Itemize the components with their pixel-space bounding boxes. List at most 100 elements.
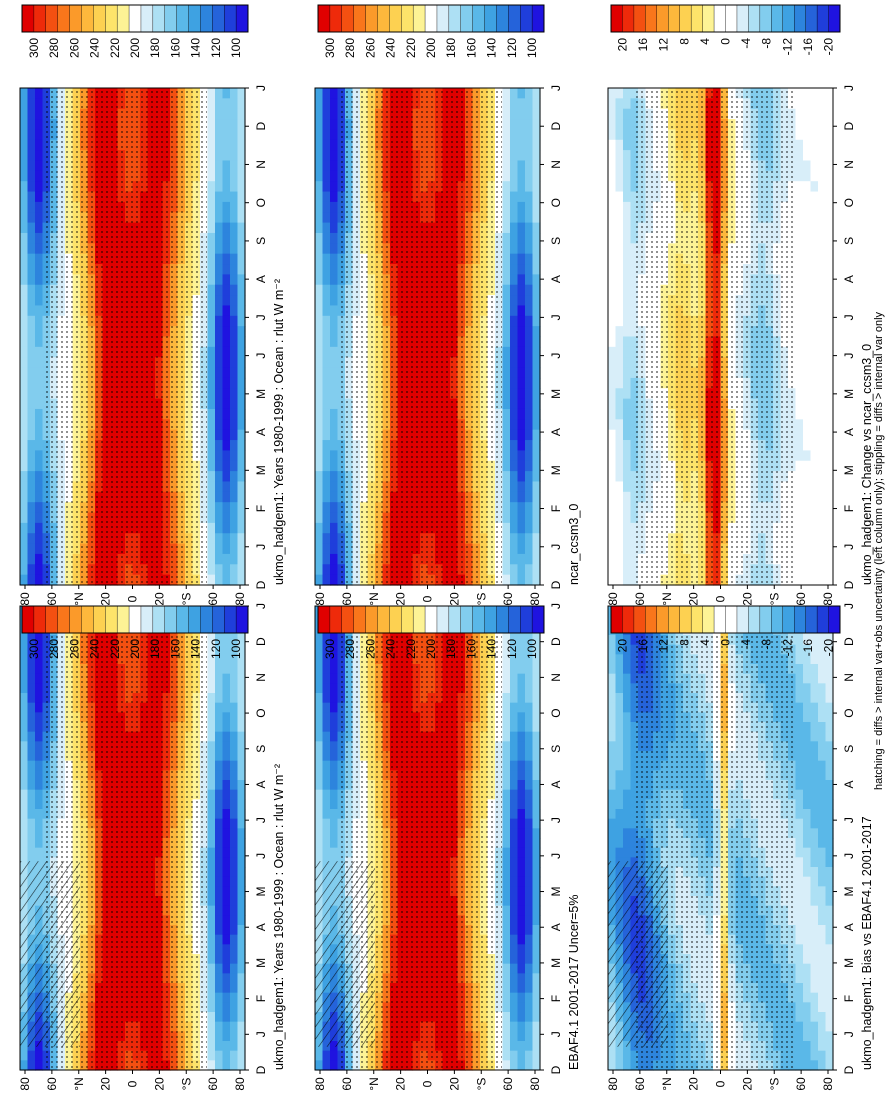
- heatmap-cell: [35, 108, 44, 120]
- heatmap-cell: [230, 770, 239, 781]
- heatmap-cell: [237, 760, 246, 771]
- heatmap-cell: [230, 564, 239, 576]
- heatmap-cell: [27, 838, 36, 849]
- x-tick-label: D: [254, 122, 268, 131]
- heatmap-cell: [222, 896, 231, 907]
- heatmap-cell: [532, 664, 541, 675]
- heatmap-cell: [517, 973, 526, 984]
- heatmap-cell: [510, 1002, 519, 1013]
- heatmap-cell: [532, 644, 541, 655]
- x-tick-label: M: [549, 887, 563, 897]
- heatmap-cell: [525, 1060, 534, 1071]
- heatmap-cell: [517, 963, 526, 974]
- heatmap-cell: [215, 440, 224, 451]
- heatmap-cell: [27, 1060, 36, 1071]
- heatmap-cell: [502, 1021, 511, 1032]
- heatmap-cell: [230, 543, 239, 555]
- heatmap-cell: [532, 770, 541, 781]
- heatmap-cell: [502, 925, 511, 936]
- heatmap-cell: [502, 760, 511, 771]
- heatmap-cell: [27, 357, 36, 369]
- heatmap-cell: [322, 181, 331, 193]
- heatmap-cell: [207, 502, 216, 514]
- heatmap-cell: [532, 1021, 541, 1032]
- heatmap-cell: [35, 838, 44, 849]
- heatmap-cell: [510, 876, 519, 887]
- heatmap-cell: [510, 809, 519, 820]
- colorbar-label: 160: [464, 639, 478, 659]
- y-tick-label: 80: [313, 1077, 327, 1091]
- colorbar-swatch: [341, 605, 355, 634]
- heatmap-cell: [222, 731, 231, 742]
- heatmap-cell: [237, 915, 246, 926]
- panel-title: ukmo_hadgem1: Years 1980-1999 : Ocean : …: [272, 764, 286, 1070]
- heatmap-cell: [525, 780, 534, 791]
- colorbar-swatch: [152, 4, 166, 33]
- colorbar-frame: [21, 605, 249, 634]
- heatmap-cell: [237, 973, 246, 984]
- heatmap-cell: [27, 712, 36, 723]
- heatmap-cell: [330, 1050, 339, 1061]
- heatmap-cell: [315, 150, 324, 162]
- heatmap-cell: [322, 574, 331, 586]
- x-tick-label: D: [549, 1065, 563, 1074]
- heatmap-cell: [237, 150, 246, 162]
- heatmap-cell: [207, 867, 216, 878]
- x-tick-label: O: [254, 198, 268, 207]
- heatmap-cell: [510, 1041, 519, 1052]
- x-tick-label: J: [254, 544, 268, 550]
- heatmap-cell: [315, 108, 324, 120]
- heatmap-cell: [330, 119, 339, 131]
- heatmap-cell: [502, 886, 511, 897]
- heatmap-cell: [230, 1050, 239, 1061]
- heatmap-cell: [222, 543, 231, 555]
- heatmap-cell: [222, 408, 231, 420]
- heatmap-cell: [222, 1031, 231, 1042]
- heatmap-cell: [230, 315, 239, 327]
- heatmap-cell: [510, 983, 519, 994]
- colorbar-swatch: [212, 605, 225, 634]
- heatmap-cell: [207, 886, 216, 897]
- heatmap-cell: [502, 673, 511, 684]
- y-tick-label: 20: [394, 1077, 408, 1091]
- heatmap-cell: [207, 212, 216, 224]
- heatmap-cell: [222, 336, 231, 348]
- heatmap-cell: [207, 533, 216, 545]
- heatmap-cell: [20, 419, 29, 431]
- heatmap-cell: [510, 664, 519, 675]
- heatmap-cell: [222, 809, 231, 820]
- heatmap-cell: [222, 847, 231, 858]
- heatmap-cell: [207, 838, 216, 849]
- heatmap-cell: [207, 741, 216, 752]
- heatmap-cell: [207, 295, 216, 307]
- heatmap-cell: [27, 751, 36, 762]
- heatmap-cell: [215, 243, 224, 255]
- heatmap-cell: [207, 139, 216, 151]
- heatmap-cell: [322, 564, 331, 576]
- heatmap-cell: [215, 954, 224, 965]
- heatmap-cell: [315, 305, 324, 317]
- heatmap-cell: [237, 934, 246, 945]
- heatmap-cell: [215, 1012, 224, 1023]
- heatmap-cell: [237, 129, 246, 141]
- x-tick-label: J: [254, 353, 268, 359]
- heatmap-cell: [517, 731, 526, 742]
- y-tick-label: 80: [18, 1077, 32, 1091]
- heatmap-cell: [517, 635, 526, 646]
- heatmap-cell: [35, 693, 44, 704]
- heatmap-cell: [532, 789, 541, 800]
- heatmap-cell: [322, 129, 331, 141]
- heatmap-cell: [215, 512, 224, 524]
- heatmap-cell: [237, 867, 246, 878]
- heatmap-cell: [330, 644, 339, 655]
- heatmap-cell: [222, 533, 231, 545]
- heatmap-cell: [315, 522, 324, 534]
- heatmap-cell: [322, 502, 331, 514]
- colorbar-label: 260: [67, 639, 81, 659]
- heatmap-cell: [35, 522, 44, 534]
- heatmap-cell: [230, 983, 239, 994]
- heatmap-cell: [510, 828, 519, 839]
- heatmap-cell: [237, 1060, 246, 1071]
